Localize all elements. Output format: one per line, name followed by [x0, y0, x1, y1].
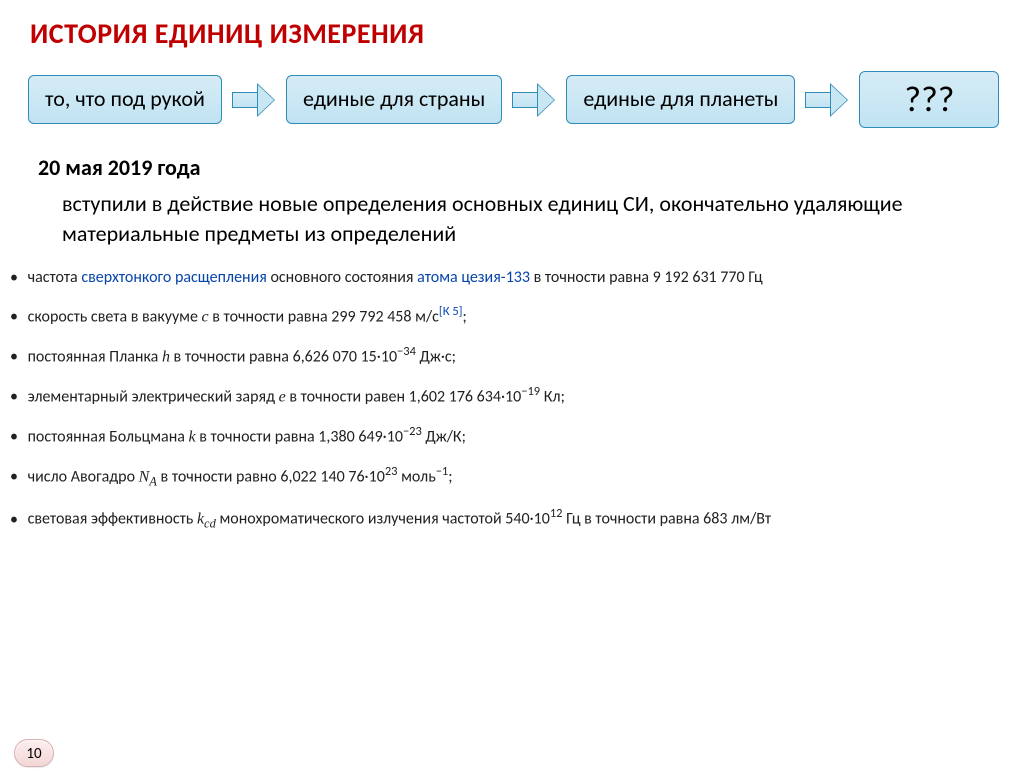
text: постоянная Больцмана [28, 427, 189, 446]
var-e: e [279, 388, 286, 405]
page-title: ИСТОРИЯ ЕДИНИЦ ИЗМЕРЕНИЯ [30, 16, 1024, 51]
text: моль [397, 467, 435, 486]
footnote-ref[interactable]: [К 5] [439, 304, 463, 319]
text: в точности равно 6,022 140 76·10 [157, 467, 385, 486]
list-item: постоянная Планка h в точности равна 6,6… [8, 344, 1006, 368]
flow-box-1: то, что под рукой [28, 75, 222, 123]
text: число Авогадро [28, 467, 139, 486]
wiki-link[interactable]: атома цезия-133 [417, 268, 530, 287]
flow-box-3: единые для планеты [566, 75, 795, 123]
text: основного состояния [267, 268, 417, 287]
text: в точности равна 1,380 649·10 [196, 427, 403, 446]
list-item: световая эффективность kcd монохроматиче… [8, 506, 1006, 532]
wiki-link[interactable]: сверхтонкого расщепления [81, 268, 267, 287]
text: частота [28, 268, 82, 287]
var-k: k [189, 428, 196, 445]
flow-box-question: ??? [859, 71, 999, 128]
text: ; [462, 307, 466, 326]
arrow-icon [805, 84, 849, 116]
text: в точности равна 299 792 458 м/с [209, 307, 439, 326]
intro-paragraph: вступили в действие новые определения ос… [62, 189, 964, 248]
arrow-icon [232, 84, 276, 116]
text: ; [448, 467, 452, 486]
date-line: 20 мая 2019 года [38, 154, 1024, 181]
text: Гц в точности равна 683 лм/Вт [562, 510, 771, 529]
list-item: число Авогадро NA в точности равно 6,022… [8, 464, 1006, 490]
text: световая эффективность [28, 510, 197, 529]
text: Дж·с; [416, 347, 456, 366]
exponent: −34 [397, 344, 416, 359]
list-item: частота сверхтонкого расщепления основно… [8, 267, 1006, 289]
var-h: h [162, 348, 170, 365]
flow-diagram: то, что под рукой единые для страны един… [28, 71, 1004, 128]
list-item: скорость света в вакууме c в точности ра… [8, 304, 1006, 328]
exponent: −23 [403, 424, 422, 439]
list-item: постоянная Больцмана k в точности равна … [8, 424, 1006, 448]
subscript: A [149, 474, 157, 488]
text: в точности равна 9 192 631 770 Гц [530, 268, 763, 287]
list-item: элементарный электрический заряд e в точ… [8, 384, 1006, 408]
var-kcd: k [197, 511, 204, 528]
text: в точности равен 1,602 176 634·10 [286, 387, 522, 406]
arrow-icon [512, 84, 556, 116]
text: Дж/К; [422, 427, 466, 446]
text: постоянная Планка [28, 347, 162, 366]
text: скорость света в вакууме [28, 307, 202, 326]
text: элементарный электрический заряд [28, 387, 279, 406]
page-number-badge: 10 [14, 739, 54, 767]
text: в точности равна 6,626 070 15·10 [170, 347, 397, 366]
flow-box-2: единые для страны [286, 75, 502, 123]
exponent: 12 [550, 506, 563, 521]
var-N: N [139, 468, 150, 485]
text: монохроматического излучения частотой 54… [216, 510, 550, 529]
exponent: −1 [436, 464, 449, 479]
exponent: −19 [521, 384, 540, 399]
text: Кл; [540, 387, 565, 406]
definitions-list: частота сверхтонкого расщепления основно… [8, 267, 1006, 533]
exponent: 23 [385, 464, 398, 479]
subscript: cd [204, 517, 216, 531]
var-c: c [202, 308, 209, 325]
